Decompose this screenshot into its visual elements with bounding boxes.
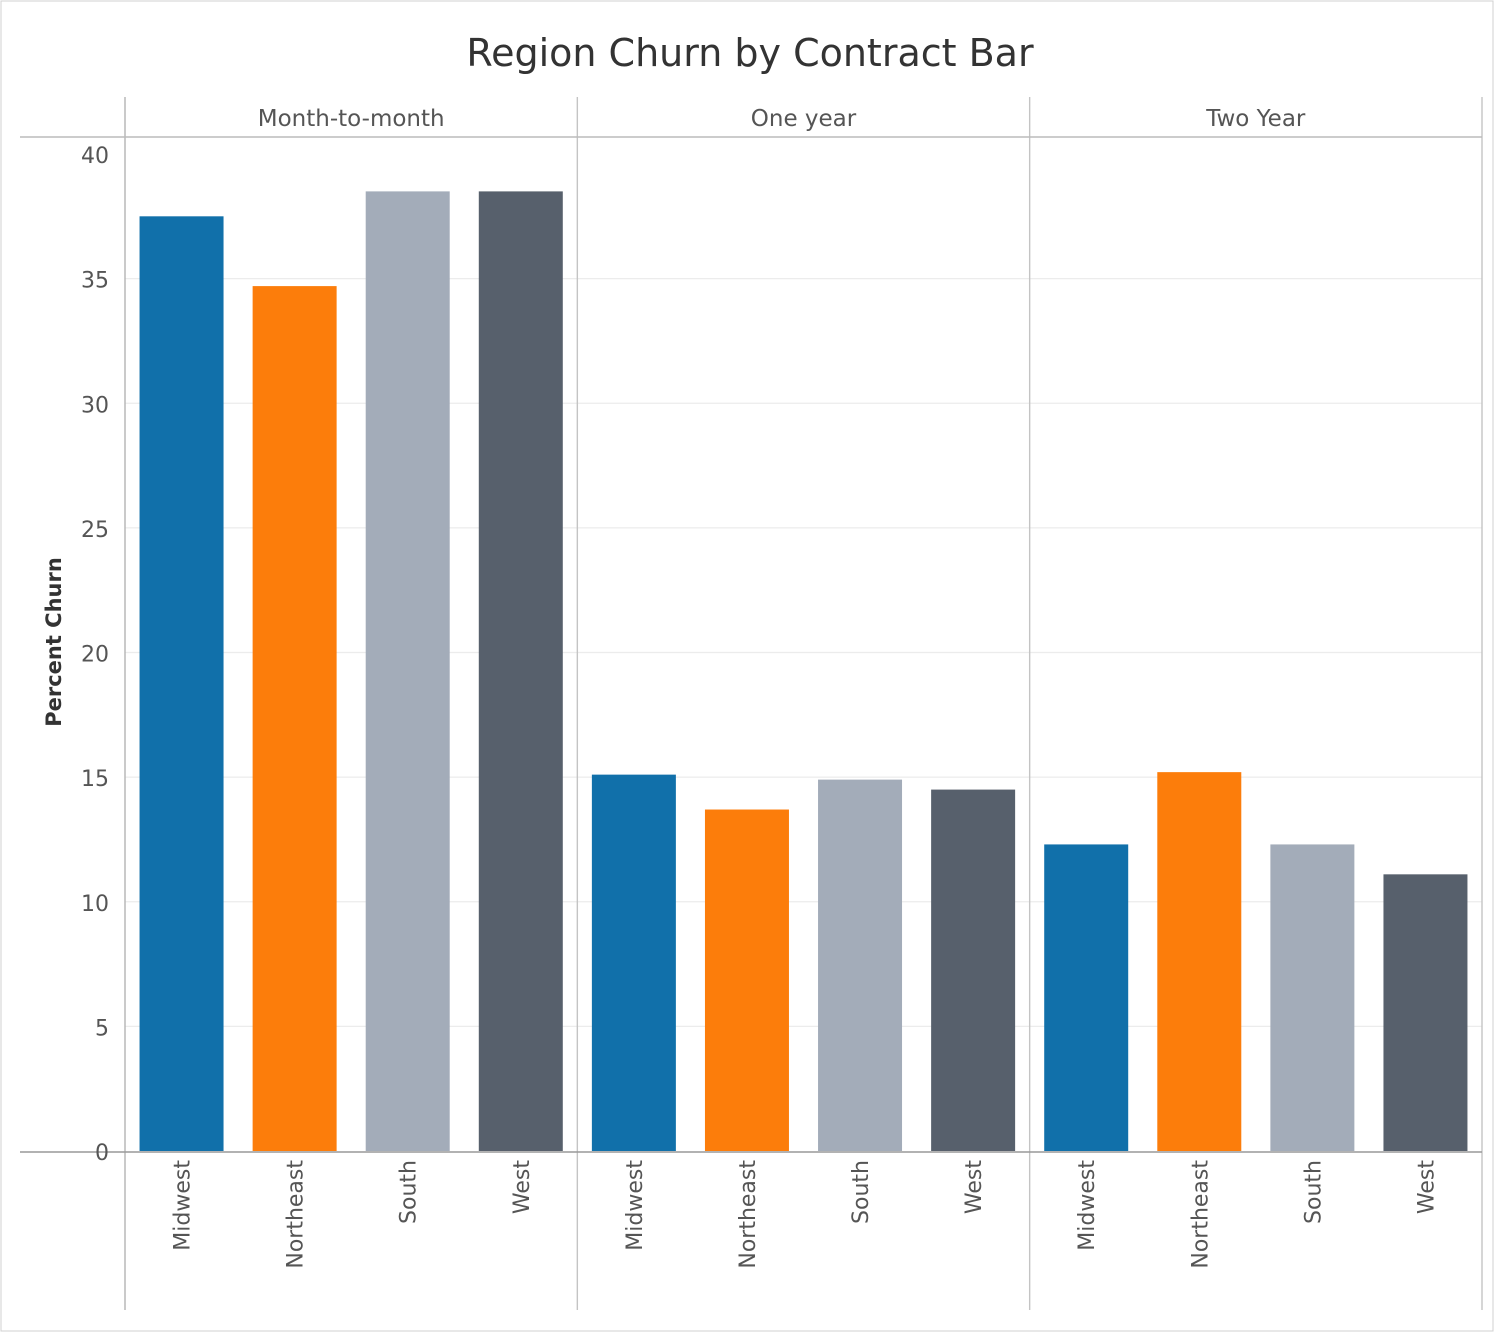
x-tick-label: Midwest [1075,1160,1100,1251]
x-tick-label: West [510,1160,535,1214]
y-tick-label: 35 [81,269,109,294]
y-tick-label: 30 [81,393,109,418]
chart-title: Region Churn by Contract Bar [466,31,1034,75]
x-tick-label: South [849,1160,874,1224]
y-tick-label: 5 [95,1016,109,1041]
panel-header-label: Month-to-month [258,106,445,132]
bar-month-to-month-midwest[interactable] [139,216,224,1151]
y-tick-label: 15 [81,767,109,792]
x-tick-label: Midwest [171,1160,196,1251]
bar-month-to-month-south[interactable] [365,191,450,1151]
gridlines [125,278,1482,1027]
bar-month-to-month-west[interactable] [478,191,563,1151]
bar-one-year-west[interactable] [931,789,1016,1151]
bar-month-to-month-northeast[interactable] [252,286,337,1151]
panel-headers: Month-to-month One year Two Year [258,106,1306,132]
bar-one-year-northeast[interactable] [704,809,789,1151]
panel-header-label: Two Year [1205,106,1306,132]
y-tick-label: 25 [81,518,109,543]
y-tick-label: 20 [81,643,109,668]
panel-header-label: One year [751,106,857,132]
bar-one-year-south[interactable] [818,779,903,1151]
y-tick-label: 0 [95,1141,109,1166]
y-tick-label: 10 [81,892,109,917]
bar-one-year-midwest[interactable] [591,774,676,1151]
bars [139,191,1468,1151]
x-tick-label: West [962,1160,987,1214]
x-axis-labels: Midwest Northeast South West Midwest Northeas… [171,1160,1440,1269]
x-tick-label: Northeast [284,1160,309,1269]
bar-two-year-midwest[interactable] [1044,844,1129,1151]
y-tick-label: 40 [81,144,109,169]
x-tick-label: Northeast [1188,1160,1213,1269]
y-axis-ticks: 0 5 10 15 20 25 30 35 40 [81,144,109,1166]
bar-two-year-south[interactable] [1270,844,1355,1151]
x-tick-label: South [1301,1160,1326,1224]
x-tick-label: South [397,1160,422,1224]
bar-two-year-northeast[interactable] [1157,772,1242,1151]
x-tick-label: Northeast [736,1160,761,1269]
x-tick-label: Midwest [623,1160,648,1251]
bar-two-year-west[interactable] [1383,874,1468,1151]
y-axis-label: Percent Churn [42,557,66,727]
x-tick-label: West [1414,1160,1439,1214]
panel-dividers [20,97,1483,1310]
